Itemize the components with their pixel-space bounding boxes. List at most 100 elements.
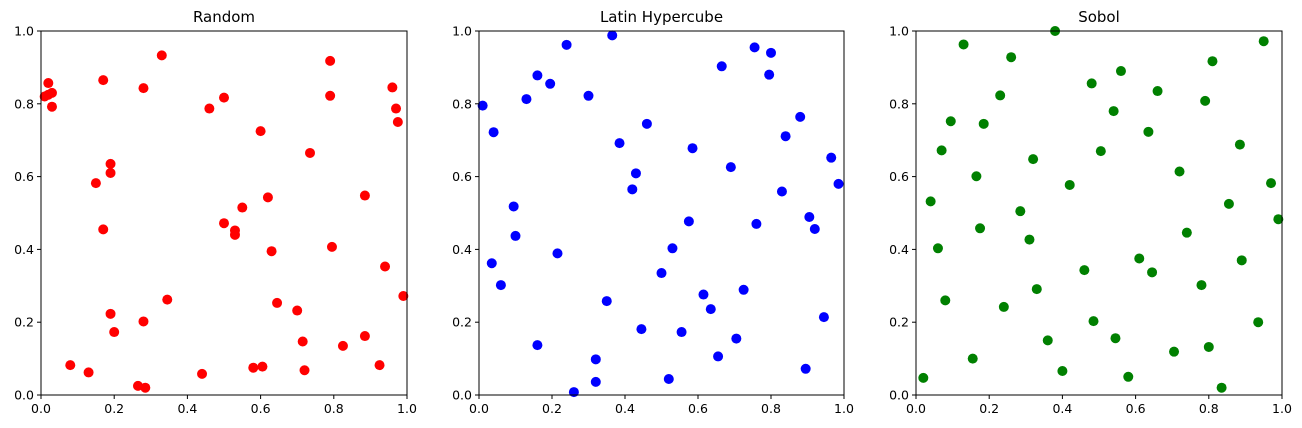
x-tick-label: 0.0: [31, 401, 51, 416]
x-tick-label: 0.2: [542, 401, 562, 416]
data-point: [380, 261, 391, 272]
data-point: [1088, 316, 1099, 327]
data-point: [1234, 139, 1245, 150]
data-point: [105, 167, 116, 178]
axes-frame: [915, 30, 1283, 396]
data-point: [1006, 52, 1017, 63]
x-tick-label: 1.0: [834, 401, 854, 416]
x-tick-label: 1.0: [1272, 401, 1292, 416]
data-point: [486, 258, 497, 269]
data-point: [978, 118, 989, 129]
data-point: [818, 312, 829, 323]
y-tick-label: 0.0: [889, 388, 909, 403]
data-point: [561, 39, 572, 50]
data-point: [636, 324, 647, 335]
data-point: [1134, 253, 1145, 264]
data-point: [83, 367, 94, 378]
data-point: [731, 333, 742, 344]
data-point: [532, 70, 543, 81]
data-point: [552, 248, 563, 259]
data-point: [508, 201, 519, 212]
y-tick-label: 1.0: [889, 24, 909, 39]
data-point: [398, 290, 409, 301]
data-point: [1196, 280, 1207, 291]
data-point: [627, 184, 638, 195]
chart-title: Sobol: [1078, 8, 1120, 26]
y-tick-label: 0.2: [14, 315, 34, 330]
data-point: [1024, 234, 1035, 245]
x-tick-label: 0.2: [979, 401, 999, 416]
data-point: [219, 92, 229, 103]
data-point: [105, 308, 116, 319]
x-tick-label: 0.0: [469, 401, 489, 416]
data-point: [1174, 166, 1185, 177]
data-point: [1223, 198, 1234, 209]
data-point: [687, 143, 698, 154]
y-tick-label: 0.0: [452, 388, 472, 403]
data-point: [945, 116, 956, 127]
data-point: [590, 376, 601, 387]
data-point: [780, 131, 791, 142]
data-point: [716, 61, 727, 72]
data-point: [98, 75, 109, 86]
x-tick-label: 0.4: [1052, 401, 1072, 416]
plot-panel-1: 0.0 0.2 0.4 0.6 0.8 1.0 0.0 0.2 0.4 0.6 0.8 1.0 Rand…: [14, 8, 417, 416]
data-point: [521, 94, 532, 105]
data-point: [1015, 206, 1026, 217]
data-point: [1079, 265, 1090, 276]
x-tick-label: 0.8: [761, 401, 781, 416]
data-point: [337, 340, 348, 351]
data-point: [219, 218, 229, 229]
data-point: [1028, 154, 1039, 165]
data-point: [43, 78, 54, 89]
data-point: [809, 224, 820, 235]
x-tick-label: 0.4: [615, 401, 635, 416]
data-point: [641, 118, 652, 129]
data-point: [1216, 382, 1227, 393]
data-point: [297, 336, 308, 347]
x-tick-label: 0.0: [906, 401, 926, 416]
data-point: [607, 30, 618, 41]
data-point: [1207, 56, 1218, 67]
data-point: [940, 295, 951, 306]
data-point: [292, 305, 303, 316]
data-point: [738, 284, 749, 295]
data-point: [1203, 341, 1214, 352]
data-point: [65, 360, 76, 371]
data-point: [90, 178, 101, 189]
data-point: [601, 296, 612, 307]
x-tick-label: 0.4: [177, 401, 197, 416]
data-point: [766, 47, 776, 58]
data-point: [971, 171, 982, 182]
y-tick-label: 0.6: [14, 169, 34, 184]
data-point: [749, 42, 760, 53]
data-point: [804, 212, 815, 222]
data-point: [958, 39, 969, 50]
data-point: [140, 382, 151, 393]
data-point: [995, 90, 1006, 101]
data-point: [156, 50, 167, 61]
x-tick-label: 0.8: [1199, 401, 1219, 416]
data-point: [795, 111, 806, 122]
y-tick-label: 0.8: [14, 96, 34, 111]
data-point: [936, 145, 947, 156]
data-point: [257, 361, 268, 372]
data-point: [705, 304, 716, 315]
data-point: [1057, 365, 1068, 376]
data-point: [967, 353, 978, 364]
data-point: [229, 229, 240, 240]
data-point: [325, 90, 336, 101]
y-tick-label: 0.0: [14, 388, 34, 403]
y-tick-label: 0.6: [889, 169, 909, 184]
data-point: [676, 327, 687, 338]
plot-panel-2: 0.0 0.2 0.4 0.6 0.8 1.0 0.0 0.2 0.4 0.6 0.8 1.0 Lati…: [452, 8, 854, 416]
data-point: [1258, 36, 1269, 47]
data-point: [1236, 255, 1247, 266]
data-point: [98, 224, 109, 235]
data-point: [725, 162, 736, 173]
data-point: [374, 360, 385, 371]
x-tick-label: 0.6: [251, 401, 271, 416]
data-point: [583, 90, 594, 101]
data-point: [683, 216, 694, 227]
data-point: [1095, 146, 1106, 157]
